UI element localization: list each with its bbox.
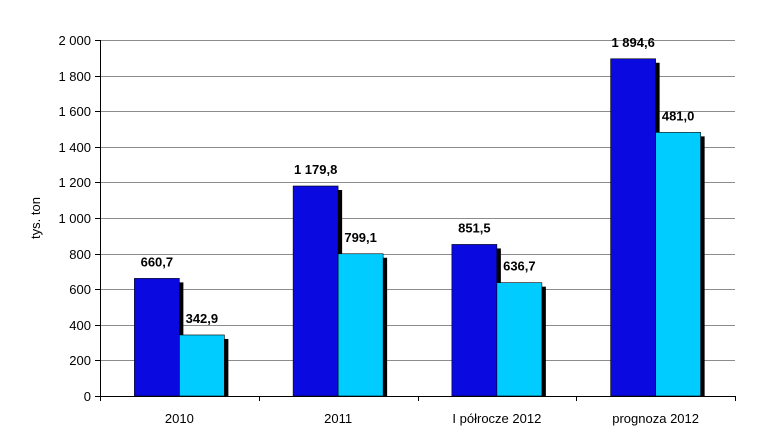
y-tick-label: 2 000 [58, 33, 91, 48]
y-tick-label: 0 [84, 389, 91, 404]
bar [134, 278, 180, 397]
x-category-label: I półrocze 2012 [452, 411, 541, 426]
y-tick-label: 1 800 [58, 69, 91, 84]
bar [496, 282, 543, 397]
data-label: 660,7 [141, 254, 174, 269]
data-label: 1 894,6 [611, 35, 654, 50]
data-label: 636,7 [503, 259, 536, 274]
y-tick-label: 1 200 [58, 175, 91, 190]
axes: 0 200 400 600 800 1 000 1 200 1 400 1 600 1 800 2 … [58, 33, 736, 426]
x-category-label: 2011 [324, 411, 352, 426]
bar [655, 132, 701, 397]
y-tick-label: 400 [69, 318, 91, 333]
y-tick-label: 1 400 [58, 140, 91, 155]
data-label: 481,0 [662, 108, 695, 123]
bar [451, 244, 498, 397]
data-label: 1 179,8 [294, 162, 337, 177]
bars [134, 58, 705, 397]
bar [292, 185, 339, 397]
y-tick-label: 200 [69, 353, 91, 368]
bar [179, 334, 225, 397]
y-tick-label: 1 000 [58, 211, 91, 226]
bar [337, 253, 384, 397]
y-tick-label: 1 600 [58, 104, 91, 119]
data-label: 851,5 [458, 220, 491, 235]
data-labels: 660,7 342,9 1 179,8 799,1 851,5 636,7 1 894,6 4… [141, 35, 695, 326]
data-label: 342,9 [186, 311, 219, 326]
bar [610, 58, 656, 397]
grid-lines [100, 40, 735, 361]
data-label: 799,1 [344, 230, 377, 245]
y-axis-title: tys. ton [28, 197, 43, 239]
x-category-label: prognoza 2012 [612, 411, 699, 426]
y-tick-label: 600 [69, 282, 91, 297]
y-tick-label: 800 [69, 247, 91, 262]
x-category-label: 2010 [165, 411, 194, 426]
